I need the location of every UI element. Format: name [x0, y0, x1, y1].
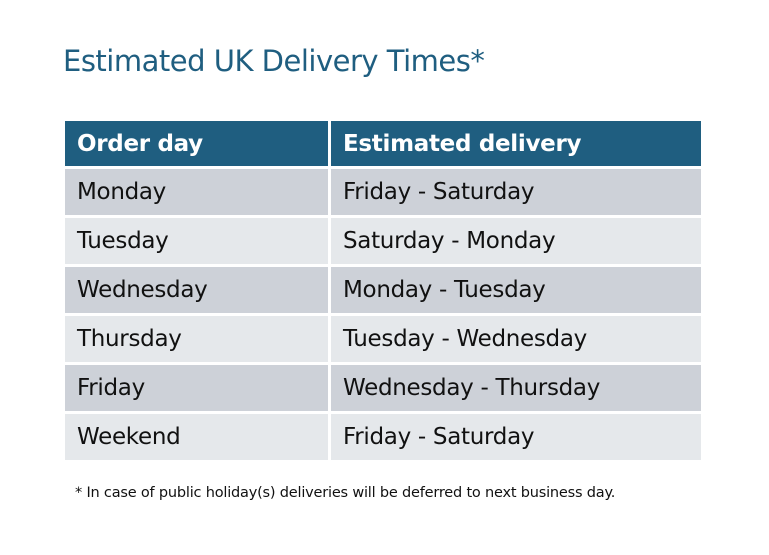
table-row: Weekend Friday - Saturday [65, 414, 701, 460]
estimated-delivery-cell: Friday - Saturday [331, 414, 701, 460]
order-day-cell: Weekend [65, 414, 328, 460]
column-header-order-day: Order day [65, 121, 328, 166]
order-day-cell: Monday [65, 169, 328, 215]
estimated-delivery-cell: Saturday - Monday [331, 218, 701, 264]
estimated-delivery-cell: Wednesday - Thursday [331, 365, 701, 411]
table-row: Wednesday Monday - Tuesday [65, 267, 701, 313]
estimated-delivery-cell: Monday - Tuesday [331, 267, 701, 313]
table-row: Monday Friday - Saturday [65, 169, 701, 215]
page-title: Estimated UK Delivery Times* [63, 44, 485, 78]
table-header-row: Order day Estimated delivery [65, 121, 701, 166]
table-row: Friday Wednesday - Thursday [65, 365, 701, 411]
footnote: * In case of public holiday(s) deliverie… [75, 485, 616, 501]
estimated-delivery-cell: Tuesday - Wednesday [331, 316, 701, 362]
order-day-cell: Thursday [65, 316, 328, 362]
delivery-times-table: Order day Estimated delivery Monday Frid… [62, 118, 704, 463]
order-day-cell: Tuesday [65, 218, 328, 264]
table-row: Thursday Tuesday - Wednesday [65, 316, 701, 362]
column-header-estimated-delivery: Estimated delivery [331, 121, 701, 166]
table-row: Tuesday Saturday - Monday [65, 218, 701, 264]
order-day-cell: Friday [65, 365, 328, 411]
estimated-delivery-cell: Friday - Saturday [331, 169, 701, 215]
order-day-cell: Wednesday [65, 267, 328, 313]
